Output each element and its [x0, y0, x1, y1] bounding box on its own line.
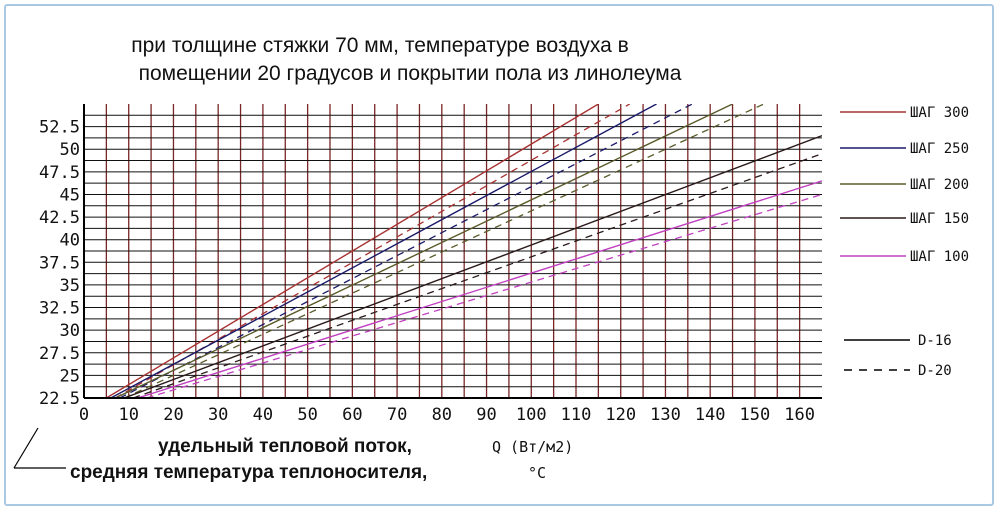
x-tick-label: 30	[208, 405, 228, 425]
axes	[83, 104, 822, 399]
series-line-d16	[106, 104, 599, 398]
x-tick-label: 120	[605, 405, 636, 425]
y-tick-label: 30	[60, 321, 80, 341]
y-tick-label: 35	[60, 276, 80, 296]
x-axis-label: удельный тепловой поток,	[158, 436, 412, 457]
legend-style-label: D-16	[918, 333, 952, 349]
y-tick-label: 32.5	[39, 299, 80, 319]
x-tick-label: 50	[297, 405, 317, 425]
x-tick-label: 90	[476, 405, 496, 425]
x-tick-label: 140	[695, 405, 726, 425]
y-tick-label: 47.5	[39, 163, 80, 183]
legend-label: ШАГ 300	[910, 105, 969, 121]
chart-title-line-1: при толщине стяжки 70 мм, температуре во…	[131, 34, 629, 57]
y-tick-label: 27.5	[39, 344, 80, 364]
y-tick-label: 45	[60, 185, 80, 205]
grid	[84, 104, 822, 398]
series-line-d20	[132, 153, 822, 398]
x-tick-label: 70	[387, 405, 407, 425]
y-tick-label: 42.5	[39, 208, 80, 228]
x-tick-label: 130	[650, 405, 681, 425]
x-tick-label: 0	[79, 405, 89, 425]
y-tick-label: 37.5	[39, 253, 80, 273]
chart-frame	[4, 4, 994, 506]
legend-label: ШАГ 250	[910, 141, 969, 157]
y-axis-unit: °C	[528, 464, 546, 482]
y-tick-label: 50	[60, 140, 80, 160]
series-line-d16	[115, 104, 733, 398]
x-tick-label: 60	[342, 405, 362, 425]
y-tick-label: 25	[60, 366, 80, 386]
x-tick-label: 150	[740, 405, 771, 425]
x-axis-unit: Q (Вт/м2)	[492, 438, 573, 456]
legend: ШАГ 300 ШАГ 250 ШАГ 200 ШАГ 150 ШАГ 100 D-16 D…	[840, 105, 969, 379]
chart-title-line-2: помещении 20 градусов и покрытии пола из…	[138, 62, 682, 85]
series-lines	[106, 104, 822, 398]
y-tick-label: 40	[60, 231, 80, 251]
legend-label: ШАГ 150	[910, 211, 969, 227]
x-tick-label: 20	[163, 405, 183, 425]
series-line-d16	[124, 135, 822, 398]
legend-label: ШАГ 100	[910, 249, 969, 265]
y-axis-label: средняя температура теплоносителя,	[70, 462, 427, 483]
x-tick-label: 10	[118, 405, 138, 425]
x-tick-labels: 0 10 20 30 40 50 60 70 80 90 100 110 120 130 140 150 160	[79, 405, 815, 425]
series-line-d16	[137, 180, 822, 398]
series-line-d16	[110, 104, 657, 398]
legend-style-label: D-20	[918, 363, 952, 379]
x-tick-label: 100	[516, 405, 547, 425]
y-tick-label: 52.5	[39, 118, 80, 138]
axis-label-leader	[13, 427, 39, 469]
series-line-d20	[146, 193, 822, 398]
y-tick-label: 22.5	[39, 389, 80, 409]
series-line-d20	[123, 104, 765, 398]
x-tick-label: 80	[432, 405, 452, 425]
legend-label: ШАГ 200	[910, 177, 969, 193]
x-tick-label: 40	[253, 405, 273, 425]
x-tick-label: 110	[561, 405, 592, 425]
x-tick-label: 160	[784, 405, 815, 425]
